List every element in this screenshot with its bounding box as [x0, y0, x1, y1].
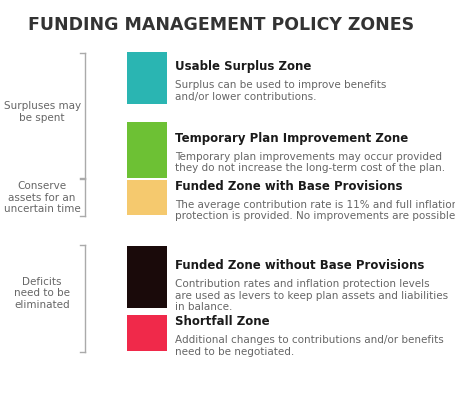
Text: Deficits
need to be
eliminated: Deficits need to be eliminated — [14, 277, 70, 310]
Text: Usable Surplus Zone: Usable Surplus Zone — [175, 60, 311, 73]
Bar — [127, 246, 166, 308]
Text: Surpluses may
be spent: Surpluses may be spent — [4, 101, 81, 123]
Text: Additional changes to contributions and/or benefits
need to be negotiated.: Additional changes to contributions and/… — [175, 335, 443, 357]
Bar — [127, 52, 166, 104]
Text: The average contribution rate is 11% and full inflation
protection is provided. : The average contribution rate is 11% and… — [175, 199, 455, 221]
Text: Surplus can be used to improve benefits
and/or lower contributions.: Surplus can be used to improve benefits … — [175, 80, 386, 101]
Text: Funded Zone without Base Provisions: Funded Zone without Base Provisions — [175, 260, 424, 272]
Text: Temporary Plan Improvement Zone: Temporary Plan Improvement Zone — [175, 132, 408, 145]
Text: Temporary plan improvements may occur provided
they do not increase the long-ter: Temporary plan improvements may occur pr… — [175, 152, 444, 173]
Text: Contribution rates and inflation protection levels
are used as levers to keep pl: Contribution rates and inflation protect… — [175, 279, 447, 313]
Text: Funded Zone with Base Provisions: Funded Zone with Base Provisions — [175, 180, 402, 193]
Bar — [127, 122, 166, 177]
Text: FUNDING MANAGEMENT POLICY ZONES: FUNDING MANAGEMENT POLICY ZONES — [28, 16, 414, 34]
Text: Shortfall Zone: Shortfall Zone — [175, 315, 269, 328]
Bar — [127, 315, 166, 351]
Bar — [127, 179, 166, 215]
Text: Conserve
assets for an
uncertain time: Conserve assets for an uncertain time — [4, 181, 81, 214]
